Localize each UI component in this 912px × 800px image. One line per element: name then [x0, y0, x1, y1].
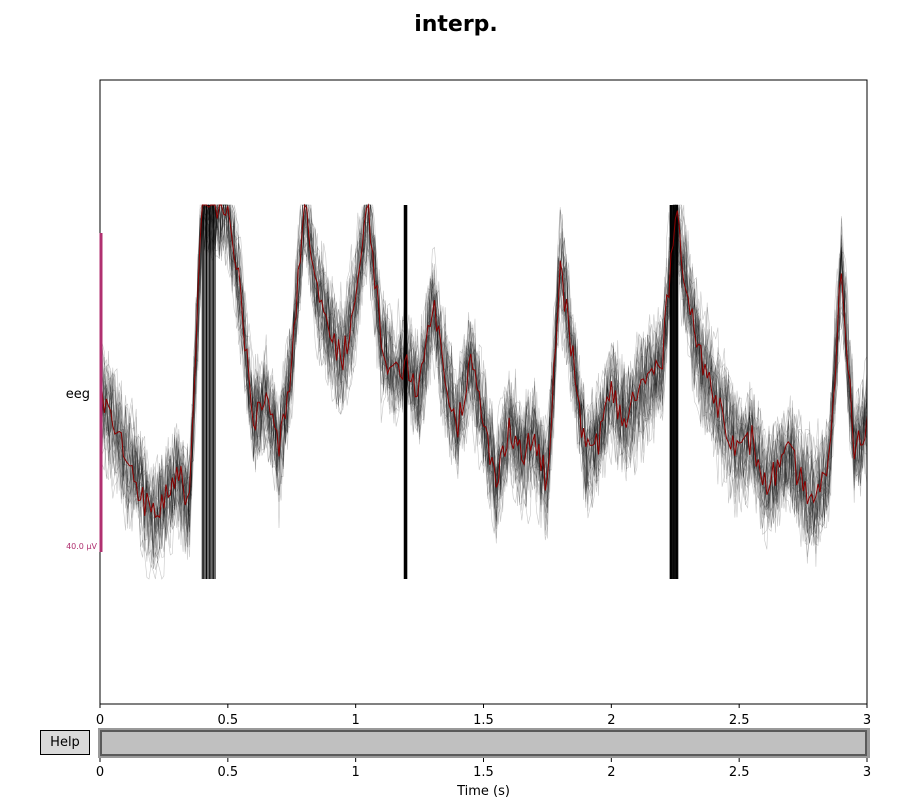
epoch-trace [99, 204, 868, 548]
epoch-trace [99, 204, 868, 548]
epoch-trace [99, 204, 868, 568]
eeg-traces [99, 203, 868, 580]
epoch-trace [99, 204, 868, 556]
epoch-trace [99, 204, 868, 564]
epoch-trace [99, 204, 868, 547]
x-tick-label: 0 [96, 713, 104, 728]
scrollbar-tick-label: 3 [863, 765, 871, 780]
epoch-trace [99, 204, 868, 558]
channel-label-eeg: eeg [66, 387, 90, 402]
epoch-trace [99, 204, 868, 558]
x-tick-label: 1 [352, 713, 360, 728]
epoch-trace [99, 203, 868, 562]
epoch-trace [99, 204, 868, 543]
scrollbar-tick-label: 0.5 [217, 765, 238, 780]
epoch-trace [99, 204, 868, 532]
x-axis-ticks: 0 0.5 1 1.5 2 2.5 3 [96, 704, 871, 728]
epoch-trace [99, 204, 868, 541]
highlight-trace [99, 203, 868, 519]
x-axis-label: Time (s) [456, 784, 510, 799]
scale-bar-group: 40.0 µV [66, 233, 103, 552]
epoch-trace [99, 204, 868, 554]
x-tick-label: 1.5 [473, 713, 494, 728]
epoch-trace [99, 203, 868, 569]
x-tick-label: 2 [607, 713, 615, 728]
scrollbar-ticks: 0 0.5 1 1.5 2 2.5 3 [96, 758, 871, 780]
chart-title: interp. [414, 12, 498, 37]
scrollbar-tick-label: 2.5 [729, 765, 750, 780]
epoch-trace [99, 204, 868, 522]
scrollbar-tick-label: 2 [607, 765, 615, 780]
epoch-trace [99, 204, 868, 535]
epoch-trace [99, 204, 868, 538]
epoch-trace [99, 203, 868, 558]
scale-bar-label: 40.0 µV [66, 542, 97, 551]
epoch-trace [99, 204, 868, 563]
help-button[interactable]: Help [40, 730, 90, 755]
epoch-trace [99, 204, 868, 547]
epoch-trace [99, 204, 868, 544]
epoch-trace [99, 204, 868, 558]
epoch-trace [99, 204, 868, 565]
x-tick-label: 3 [863, 713, 871, 728]
x-tick-label: 2.5 [729, 713, 750, 728]
scrollbar-tick-label: 1 [352, 765, 360, 780]
epoch-trace [99, 204, 868, 580]
epoch-trace [99, 204, 868, 570]
scrollbar-tick-label: 0 [96, 765, 104, 780]
scrollbar-thumb[interactable] [100, 730, 867, 756]
scrollbar-tick-label: 1.5 [473, 765, 494, 780]
epoch-trace [99, 204, 868, 557]
x-tick-label: 0.5 [217, 713, 238, 728]
epoch-trace [99, 204, 868, 551]
epoch-trace [99, 204, 868, 549]
